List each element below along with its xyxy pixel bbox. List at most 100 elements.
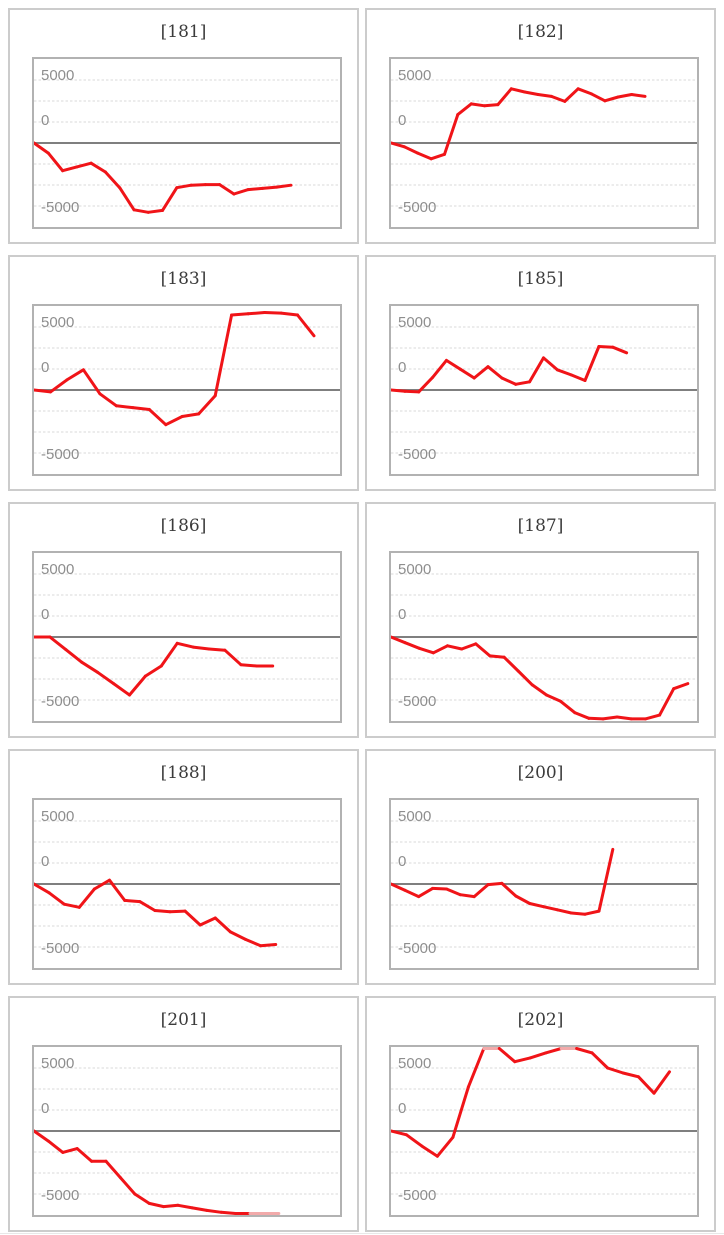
series-line-segment (191, 645, 211, 651)
chart-plot: 5000 0 -5000 (389, 551, 699, 723)
series-line-segment (435, 1135, 455, 1158)
series-line-segment (509, 87, 527, 94)
y-axis-label-neg5000: -5000 (398, 446, 437, 463)
series-line-segment (590, 92, 607, 103)
series-line-segment (207, 647, 227, 652)
y-axis-label-0: 0 (398, 853, 407, 870)
series-line-segment (118, 1176, 137, 1196)
series-line-segment (131, 406, 151, 411)
series-line-segment (514, 380, 532, 386)
series-line-segment (132, 208, 150, 214)
chart-canvas (34, 1067, 340, 1215)
y-axis-label-5000: 5000 (398, 1055, 432, 1072)
series-line-segment (417, 646, 435, 655)
series-line-segment (652, 1070, 671, 1095)
series-line-segment (275, 183, 293, 189)
chart-title: [185] (517, 269, 564, 289)
series-line-segment (486, 365, 504, 380)
y-axis-label-0: 0 (41, 359, 50, 376)
chart-plot: 5000 0 -5000 (32, 551, 342, 723)
chart-card: [182] 5000 0 -5000 (365, 8, 716, 244)
series-line-segment (672, 682, 690, 691)
series-line-segment (228, 930, 247, 941)
series-line-segment (458, 367, 476, 380)
chart-plot: 5000 0 -5000 (32, 304, 342, 476)
series-line-segment (497, 1047, 517, 1064)
series-line-segment (402, 145, 420, 155)
series-line-segment (146, 208, 164, 214)
series-line-segment (64, 648, 84, 664)
series-line-segment (637, 1075, 656, 1095)
series-line-segment (61, 165, 79, 173)
chart-plot: 5000 0 -5000 (32, 798, 342, 970)
series-line-segment (138, 900, 157, 912)
series-line-segment (159, 641, 179, 668)
series-line-segment (46, 1139, 65, 1154)
series-line-segment (569, 373, 587, 382)
series-line-segment (403, 389, 421, 394)
series-line-segment (500, 376, 518, 386)
series-line-segment (460, 642, 478, 651)
series-line-segment (559, 699, 577, 715)
series-line-segment (118, 186, 136, 212)
series-line-segment (445, 887, 462, 897)
series-line-segment (483, 103, 500, 108)
chart-card: [201] 5000 0 -5000 (8, 996, 359, 1232)
series-line-segment (545, 693, 563, 703)
series-line-segment (47, 891, 66, 906)
y-axis-label-5000: 5000 (41, 314, 75, 331)
series-line-segment (555, 368, 573, 377)
series-line-segment (161, 186, 179, 212)
series-line-segment (259, 943, 278, 948)
series-line-segment (528, 902, 545, 909)
series-line-segment (128, 674, 147, 697)
series-line-segment (458, 893, 476, 899)
series-line-segment (583, 909, 601, 916)
y-axis-label-5000: 5000 (398, 67, 432, 84)
series-line-segment (444, 358, 462, 371)
chart-plot: 5000 0 -5000 (389, 798, 699, 970)
chart-plot: 5000 0 -5000 (32, 57, 342, 229)
series-line-segment (417, 375, 435, 394)
series-line-segment (296, 313, 316, 338)
series-line-segment (514, 894, 532, 905)
y-axis-label-0: 0 (398, 359, 407, 376)
series-line-segment (611, 345, 629, 355)
series-line-segment (205, 1208, 223, 1214)
y-axis-label-0: 0 (398, 606, 407, 623)
chart-card: [181] 5000 0 -5000 (8, 8, 359, 244)
series-line-segment (62, 902, 81, 909)
chart-title: [181] (160, 22, 207, 42)
series-line-segment (474, 642, 492, 658)
y-axis-label-5000: 5000 (41, 808, 75, 825)
series-line-segment (587, 716, 605, 721)
y-axis-label-0: 0 (41, 606, 50, 623)
series-line-segment (513, 1056, 532, 1064)
y-axis-label-0: 0 (41, 853, 50, 870)
series-line-segment (431, 358, 448, 379)
series-line-segment (446, 644, 464, 651)
series-line-segment (451, 1085, 470, 1139)
series-line-segment (590, 1051, 610, 1070)
series-line-segment (279, 311, 299, 317)
y-axis-label-5000: 5000 (398, 561, 432, 578)
chart-canvas (34, 311, 340, 454)
series-line-segment (147, 1201, 166, 1209)
series-line-segment (123, 898, 142, 904)
series-line-segment (75, 1147, 94, 1163)
series-line-segment (597, 345, 615, 349)
series-line-segment (549, 94, 567, 103)
series-line-segment (175, 183, 193, 190)
series-line-segment (403, 641, 421, 650)
series-line-segment (197, 394, 217, 416)
y-axis-label-0: 0 (398, 112, 407, 129)
y-axis-label-0: 0 (398, 1100, 407, 1117)
y-axis-label-5000: 5000 (398, 808, 432, 825)
series-line-segment (263, 311, 283, 315)
series-line-segment (576, 87, 593, 96)
series-line-segment (232, 188, 250, 196)
series-line-segment (96, 670, 116, 686)
y-axis-label-neg5000: -5000 (41, 693, 80, 710)
series-line-segment (431, 886, 448, 891)
